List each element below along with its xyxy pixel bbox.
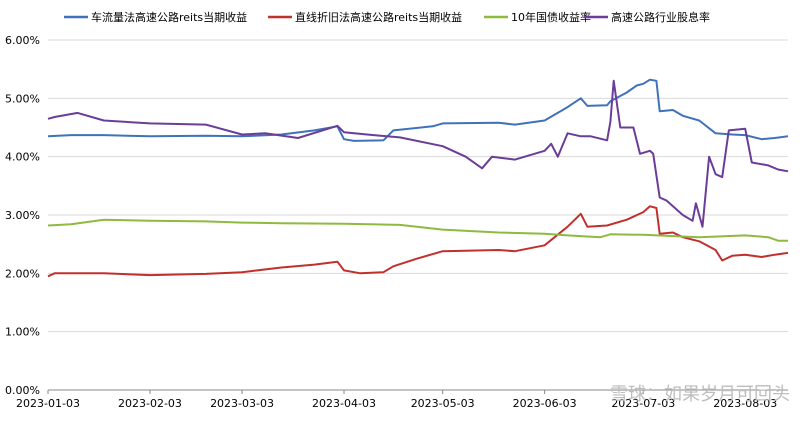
y-tick-label: 4.00% xyxy=(5,151,40,164)
y-tick-label: 1.00% xyxy=(5,326,40,339)
y-tick-label: 6.00% xyxy=(5,34,40,47)
y-tick-label: 5.00% xyxy=(5,92,40,105)
x-tick-label: 2023-01-03 xyxy=(16,397,80,410)
x-tick-label: 2023-04-03 xyxy=(312,397,376,410)
y-tick-label: 2.00% xyxy=(5,267,40,280)
legend: 车流量法高速公路reits当期收益 直线折旧法高速公路reits当期收益 10年国债… xyxy=(64,10,710,24)
x-tick-label: 2023-06-03 xyxy=(513,397,577,410)
x-tick-label: 2023-02-03 xyxy=(118,397,182,410)
x-tick-label: 2023-03-03 xyxy=(210,397,274,410)
axes: 0.00% 1.00% 2.00% 3.00% 4.00% 5.00% 6.00% 2023-… xyxy=(5,34,788,410)
legend-label-4: 高速公路行业股息率 xyxy=(611,10,710,24)
y-tick-label: 0.00% xyxy=(5,384,40,397)
legend-label-3: 10年国债收益率 xyxy=(511,10,591,24)
x-tick-label: 2023-08-03 xyxy=(713,397,777,410)
grid-lines xyxy=(48,39,788,333)
series-line-1 xyxy=(47,78,789,142)
legend-label-1: 车流量法高速公路reits当期收益 xyxy=(91,10,247,24)
watermark-text: 雪球：如果岁月可回头 xyxy=(610,384,790,405)
series-line-3 xyxy=(47,218,788,242)
legend-label-2: 直线折旧法高速公路reits当期收益 xyxy=(295,10,462,24)
x-tick-label: 2023-07-03 xyxy=(611,397,675,410)
series-line-4 xyxy=(47,79,789,228)
series-group xyxy=(47,78,789,278)
series-line-2 xyxy=(47,205,789,278)
x-tick-label: 2023-05-03 xyxy=(411,397,475,410)
y-tick-label: 3.00% xyxy=(5,209,40,222)
